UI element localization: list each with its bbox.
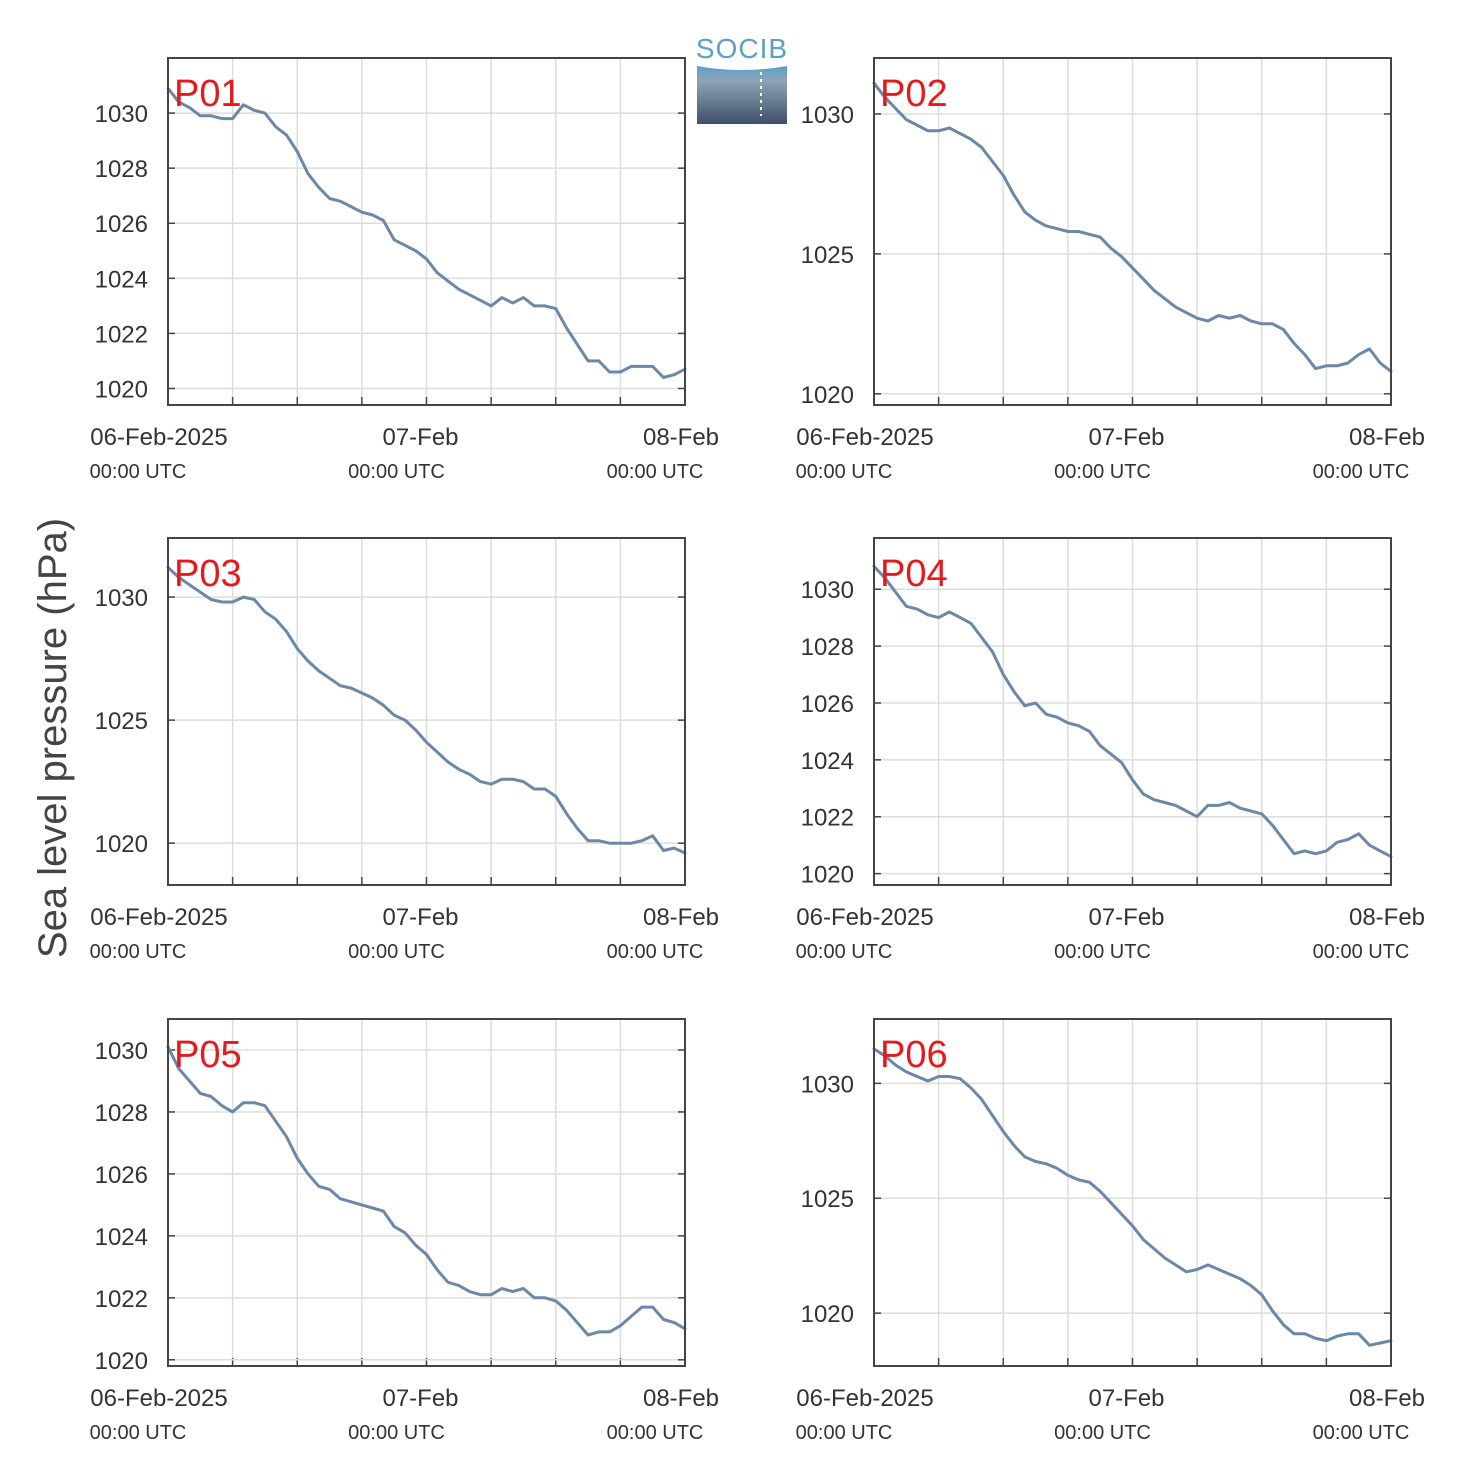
y-axis-label: Sea level pressure (hPa) [31,518,75,958]
x-tick-label: 07-Feb [382,904,458,931]
x-tick-sublabel: 00:00 UTC [607,461,704,483]
y-tick-label: 1028 [95,156,148,183]
x-tick-label: 08-Feb [643,424,719,451]
x-tick-label: 06-Feb-2025 [796,1385,933,1412]
panel-p04: 1020 1022 1024 1026 1028 1030 06-Feb-2025 00:00… [796,537,1425,963]
panel-p05: 1020 1022 1024 1026 1028 1030 06-Feb-2025 00:00… [90,1018,719,1444]
y-tick-label: 1025 [95,708,148,735]
x-tick-label: 06-Feb-2025 [90,1385,227,1412]
series-line-p04 [872,564,1393,859]
y-tick-label: 1028 [95,1100,148,1127]
x-tick-sublabel: 00:00 UTC [607,941,704,963]
x-tick-sublabel: 00:00 UTC [348,941,445,963]
x-tick-label: 07-Feb [382,1385,458,1412]
x-tick-label: 08-Feb [643,1385,719,1412]
socib-logo-text: SOCIB [696,33,788,64]
x-tick-label: 06-Feb-2025 [796,904,933,931]
y-tick-label: 1030 [801,102,854,129]
series-line-p06 [872,1047,1393,1347]
x-tick-sublabel: 00:00 UTC [90,941,187,963]
x-tick-label: 08-Feb [1349,904,1425,931]
x-tick-label: 06-Feb-2025 [90,424,227,451]
x-tick-sublabel: 00:00 UTC [1054,461,1151,483]
panel-p06: 1020 1025 1030 06-Feb-2025 00:00 UTC 07-Feb 00… [796,1018,1425,1444]
series-line-p05 [166,1045,687,1337]
x-tick-sublabel: 00:00 UTC [90,1422,187,1444]
x-tick-sublabel: 00:00 UTC [348,461,445,483]
y-tick-label: 1030 [95,585,148,612]
plot-frame [167,537,686,886]
plot-frame [167,57,686,406]
panel-p01: 1020 1022 1024 1026 1028 1030 06-Feb-2025 00:00… [90,57,719,483]
series-line-p01 [166,86,687,379]
y-tick-label: 1025 [801,242,854,269]
x-tick-label: 07-Feb [382,424,458,451]
x-tick-label: 07-Feb [1088,1385,1164,1412]
x-tick-label: 07-Feb [1088,904,1164,931]
x-tick-label: 06-Feb-2025 [90,904,227,931]
panel-label: P01 [174,73,242,115]
y-tick-label: 1022 [95,321,148,348]
y-tick-label: 1026 [95,211,148,238]
series-line-p02 [872,81,1393,373]
y-tick-label: 1020 [95,376,148,403]
plot-frame [873,537,1392,886]
x-tick-sublabel: 00:00 UTC [1313,941,1410,963]
x-tick-label: 08-Feb [1349,424,1425,451]
x-tick-sublabel: 00:00 UTC [1054,941,1151,963]
plot-frame [873,57,1392,406]
panel-p03: 1020 1025 1030 06-Feb-2025 00:00 UTC 07-Feb 00… [90,537,719,963]
panel-p02: 1020 1025 1030 06-Feb-2025 00:00 UTC 07-Feb 00… [796,57,1425,483]
x-tick-label: 08-Feb [643,904,719,931]
x-tick-sublabel: 00:00 UTC [1313,461,1410,483]
x-tick-label: 07-Feb [1088,424,1164,451]
panel-label: P02 [880,73,948,115]
socib-logo: SOCIB [696,33,788,124]
y-tick-label: 1026 [95,1162,148,1189]
y-tick-label: 1030 [95,1038,148,1065]
y-tick-label: 1026 [801,691,854,718]
x-tick-sublabel: 00:00 UTC [90,461,187,483]
panel-label: P05 [174,1034,242,1076]
y-tick-label: 1024 [95,1224,148,1251]
y-tick-label: 1020 [801,862,854,889]
y-tick-label: 1030 [801,1071,854,1098]
x-tick-sublabel: 00:00 UTC [796,941,893,963]
panel-label: P04 [880,553,948,595]
y-tick-label: 1030 [801,577,854,604]
y-tick-label: 1022 [95,1286,148,1313]
y-tick-label: 1028 [801,634,854,661]
y-tick-label: 1024 [95,266,148,293]
x-tick-sublabel: 00:00 UTC [796,461,893,483]
y-tick-label: 1025 [801,1186,854,1213]
x-tick-label: 06-Feb-2025 [796,424,933,451]
plot-frame [167,1018,686,1367]
x-tick-sublabel: 00:00 UTC [348,1422,445,1444]
y-tick-label: 1020 [95,831,148,858]
panel-label: P03 [174,553,242,595]
y-tick-label: 1020 [95,1348,148,1375]
y-tick-label: 1022 [801,805,854,832]
series-line-p03 [166,566,687,855]
x-tick-sublabel: 00:00 UTC [607,1422,704,1444]
panel-label: P06 [880,1034,948,1076]
x-tick-sublabel: 00:00 UTC [1054,1422,1151,1444]
socib-logo-mark [697,66,787,124]
y-tick-label: 1020 [801,382,854,409]
x-tick-sublabel: 00:00 UTC [796,1422,893,1444]
y-tick-label: 1030 [95,101,148,128]
y-tick-label: 1024 [801,748,854,775]
plot-frame [873,1018,1392,1367]
x-tick-sublabel: 00:00 UTC [1313,1422,1410,1444]
x-tick-label: 08-Feb [1349,1385,1425,1412]
y-tick-label: 1020 [801,1301,854,1328]
